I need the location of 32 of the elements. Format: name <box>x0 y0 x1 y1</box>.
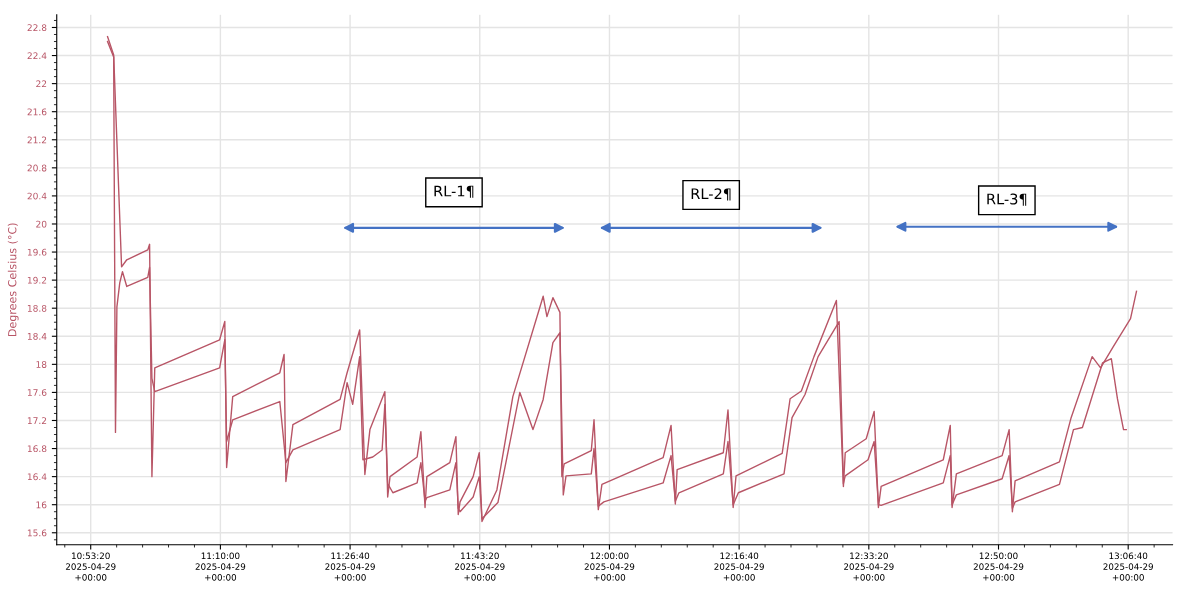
y-tick-label: 19.6 <box>27 248 47 256</box>
y-tick-label: 22.8 <box>27 24 47 32</box>
annotation: RL-1¶ <box>434 185 474 198</box>
annotation: RL-3¶ <box>987 193 1027 206</box>
x-tick-label: 10:53:20 2025-04-29 +00:00 <box>65 552 116 581</box>
y-tick-label: 21.2 <box>27 136 47 144</box>
y-tick-label: 18 <box>36 361 47 368</box>
y-tick-label: 17.2 <box>27 417 47 424</box>
x-tick-label: 11:43:20 2025-04-29 +00:00 <box>454 552 505 581</box>
y-tick-label: 17.6 <box>27 389 47 396</box>
y-tick-label: 18.4 <box>27 333 47 340</box>
x-tick-label: 13:06:40 2025-04-29 +00:00 <box>1103 552 1153 581</box>
x-tick-label: 11:26:40 2025-04-29 +00:00 <box>325 552 375 581</box>
y-tick-label: 22.4 <box>27 52 47 59</box>
y-tick-label: 16.8 <box>27 445 47 453</box>
x-tick-label: 12:16:40 2025-04-29 +00:00 <box>714 552 764 581</box>
x-tick-label: 12:33:20 2025-04-29 +00:00 <box>844 552 894 581</box>
x-tick-label: 12:50:00 2025-04-29 +00:00 <box>973 552 1024 581</box>
annotation: RL-2¶ <box>691 188 731 201</box>
y-tick-label: 21.6 <box>27 108 47 116</box>
x-tick-label: 11:10:00 2025-04-29 +00:00 <box>195 552 246 581</box>
y-tick-label: 20 <box>36 220 47 228</box>
x-tick-label: 12:00:00 2025-04-29 +00:00 <box>584 552 635 581</box>
y-tick-label: 15.6 <box>27 529 47 537</box>
y-tick-label: 16.4 <box>27 473 47 481</box>
y-tick-label: 20.8 <box>27 164 47 172</box>
y-tick-label: 22 <box>36 80 47 88</box>
y-tick-label: 19.2 <box>27 276 47 284</box>
y-tick-label: 16 <box>36 501 47 509</box>
y-axis-title: Degrees Celsius (°C) <box>7 223 19 337</box>
y-tick-label: 20.4 <box>27 192 47 200</box>
y-tick-label: 18.8 <box>27 304 47 312</box>
